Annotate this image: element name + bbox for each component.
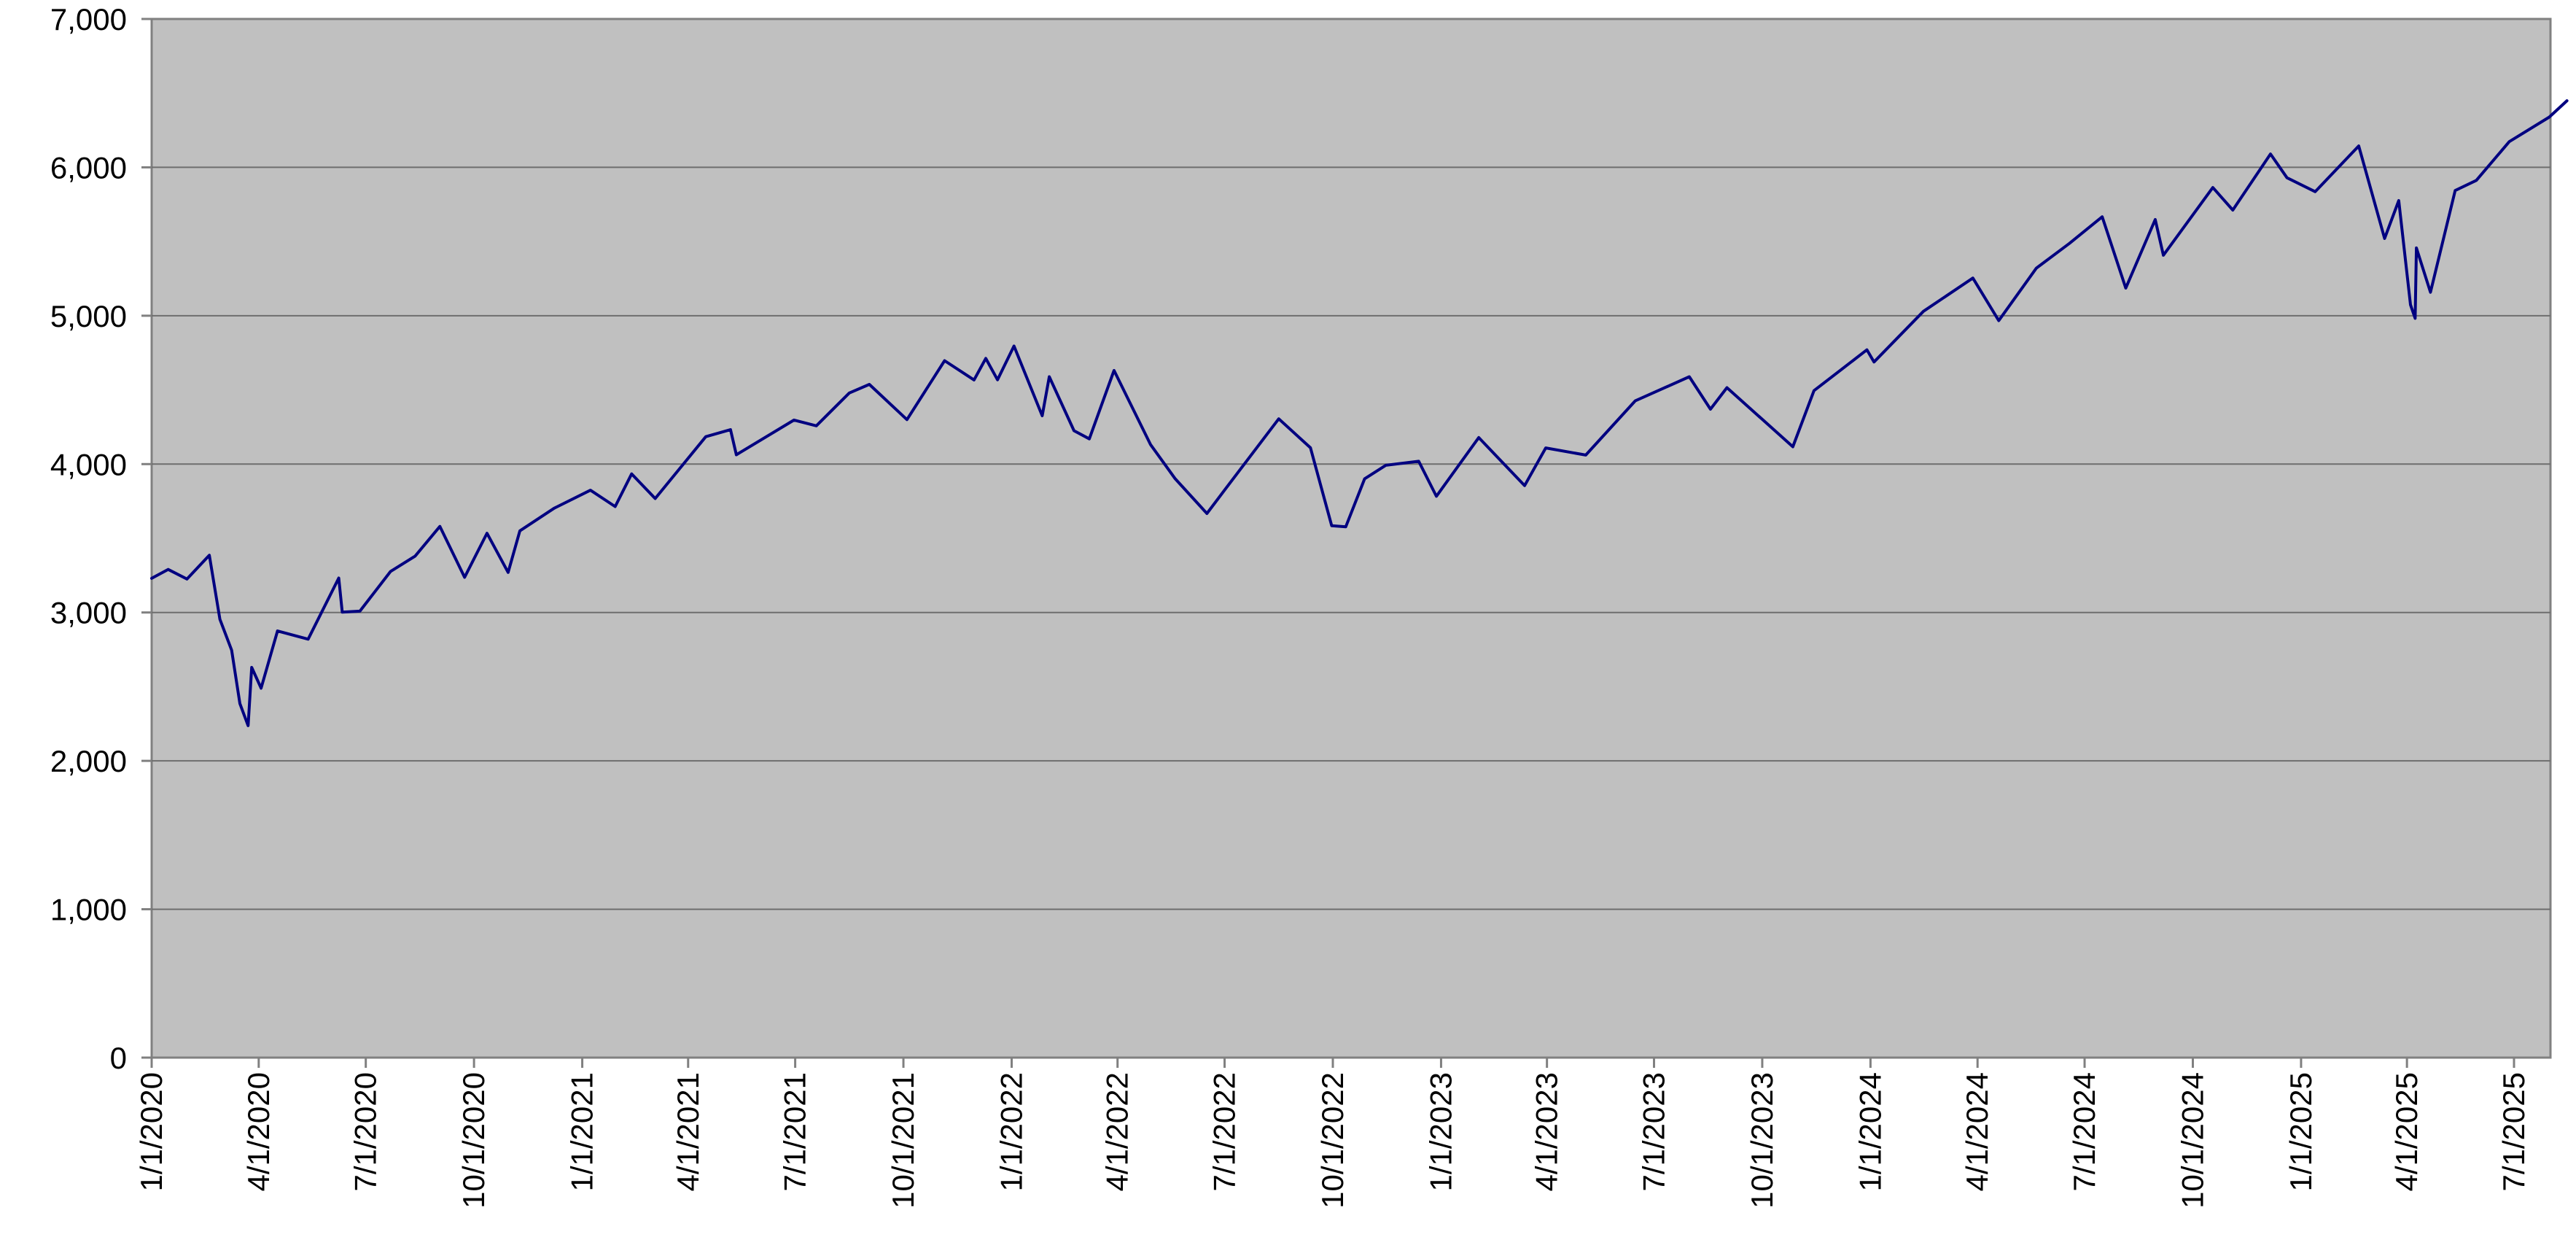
x-tick-label: 1/1/2021: [565, 1072, 599, 1192]
x-tick-label: 7/1/2020: [349, 1072, 383, 1192]
series-line: [150, 99, 2569, 727]
x-tick-label: 1/1/2022: [994, 1072, 1028, 1192]
x-tick-label: 7/1/2025: [2497, 1072, 2531, 1192]
x-tick-label: 1/1/2020: [134, 1072, 168, 1192]
plot-area: [150, 18, 2552, 1059]
x-tick-label: 10/1/2024: [2175, 1072, 2209, 1209]
x-tick-label: 1/1/2023: [1423, 1072, 1458, 1192]
x-tick-label: 7/1/2023: [1636, 1072, 1670, 1192]
x-tick-label: 10/1/2021: [886, 1072, 920, 1209]
x-tick-label: 4/1/2025: [2389, 1072, 2424, 1192]
x-tick-label: 7/1/2024: [2067, 1072, 2101, 1192]
x-tick-label: 1/1/2025: [2284, 1072, 2318, 1192]
x-axis-tick-labels: 1/1/2020 4/1/2020 7/1/2020 10/1/2020 1/1/202…: [134, 1072, 2531, 1209]
x-tick-label: 4/1/2023: [1530, 1072, 1564, 1192]
gridlines: [152, 166, 2550, 910]
x-tick-label: 10/1/2020: [456, 1072, 491, 1209]
y-tick-label: 6,000: [50, 150, 127, 185]
y-tick-label: 2,000: [50, 744, 127, 778]
x-tick-label: 7/1/2022: [1207, 1072, 1242, 1192]
y-tick-label: 3,000: [50, 596, 127, 630]
x-tick-label: 4/1/2024: [1960, 1072, 1994, 1192]
axes: [141, 18, 2515, 1068]
x-tick-label: 4/1/2022: [1100, 1072, 1135, 1192]
x-tick-label: 10/1/2022: [1315, 1072, 1350, 1209]
y-tick-label: 1,000: [50, 893, 127, 927]
x-tick-label: 4/1/2020: [241, 1072, 276, 1192]
y-tick-label: 0: [110, 1041, 127, 1075]
x-tick-label: 10/1/2023: [1745, 1072, 1779, 1209]
series-layer: [150, 99, 2569, 727]
y-axis-tick-labels: 0 1,000 2,000 3,000 4,000 5,000 6,000 7,000: [50, 2, 127, 1075]
y-tick-label: 7,000: [50, 2, 127, 36]
x-tick-label: 7/1/2021: [778, 1072, 812, 1192]
x-tick-label: 4/1/2021: [671, 1072, 705, 1192]
y-tick-label: 4,000: [50, 447, 127, 481]
y-tick-label: 5,000: [50, 299, 127, 333]
x-tick-label: 1/1/2024: [1853, 1072, 1887, 1192]
